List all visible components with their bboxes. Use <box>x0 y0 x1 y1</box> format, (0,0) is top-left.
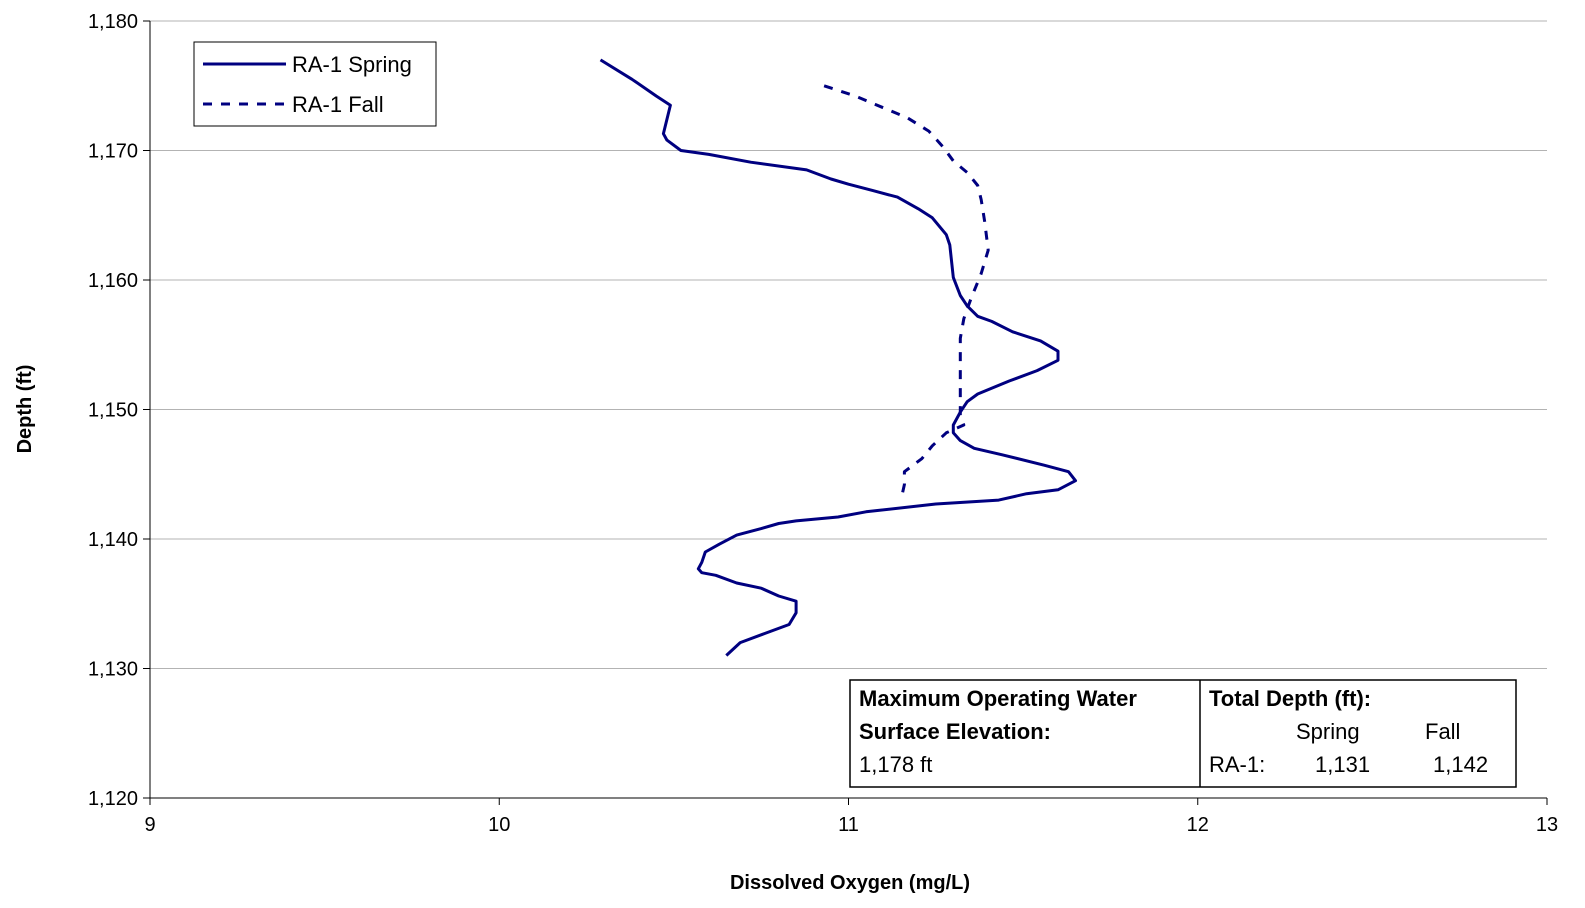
annotation-col-spring: Spring <box>1296 719 1360 744</box>
annotation-left-line1: Maximum Operating Water <box>859 686 1137 711</box>
legend-box <box>193 41 437 127</box>
y-tick-label-5: 1,170 <box>88 141 138 163</box>
x-tick-label-4: 13 <box>1536 814 1558 836</box>
annotation-box <box>849 679 1517 788</box>
x-axis-title: Dissolved Oxygen (mg/L) <box>730 872 970 894</box>
annotation-row-label: RA-1: <box>1209 752 1265 777</box>
y-tick-label-3: 1,150 <box>88 400 138 422</box>
x-tick-label-0: 9 <box>144 814 155 836</box>
annotation-spring-value: 1,131 <box>1315 752 1370 777</box>
tick-labels: 1,120 1,130 1,140 1,150 1,160 1,170 1,180 9 10 11… <box>88 11 1558 836</box>
y-tick-label-6: 1,180 <box>88 11 138 33</box>
y-axis-title: Depth (ft) <box>14 365 36 454</box>
x-tick-label-1: 10 <box>488 814 510 836</box>
annotation-fall-value: 1,142 <box>1433 752 1488 777</box>
annotation-col-fall: Fall <box>1425 719 1460 744</box>
x-tick-label-2: 11 <box>838 814 859 836</box>
legend: RA-1 Spring RA-1 Fall <box>193 41 437 127</box>
annotation-left-value: 1,178 ft <box>859 752 932 777</box>
axes <box>143 20 1548 805</box>
legend-label-fall: RA-1 Fall <box>292 92 384 117</box>
annotation-right-title: Total Depth (ft): <box>1209 686 1371 711</box>
series-lines <box>599 58 1077 657</box>
legend-label-spring: RA-1 Spring <box>292 52 412 77</box>
y-tick-label-2: 1,140 <box>88 529 138 551</box>
y-tick-label-4: 1,160 <box>88 270 138 292</box>
grid-lines <box>150 20 1547 669</box>
y-tick-label-1: 1,130 <box>88 659 138 681</box>
x-tick-label-3: 12 <box>1187 814 1209 836</box>
annotation-left-line2: Surface Elevation: <box>859 719 1051 744</box>
y-tick-label-0: 1,120 <box>88 788 138 810</box>
series-line-ra-1-spring <box>599 58 1077 657</box>
annotation-table: Maximum Operating Water Surface Elevatio… <box>849 679 1517 788</box>
